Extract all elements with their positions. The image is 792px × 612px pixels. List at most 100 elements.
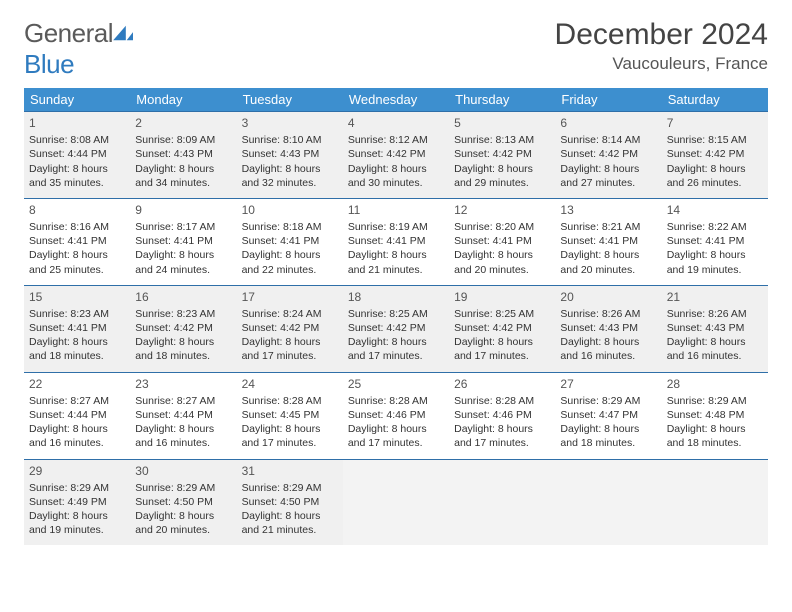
calendar-day-cell: 30Sunrise: 8:29 AMSunset: 4:50 PMDayligh… bbox=[130, 459, 236, 545]
weekday-header: Monday bbox=[130, 88, 236, 112]
logo-triangle-icon bbox=[113, 24, 135, 42]
day-number: 13 bbox=[560, 202, 656, 218]
day-number: 2 bbox=[135, 115, 231, 131]
calendar-day-cell: 5 Sunrise: 8:13 AMSunset: 4:42 PMDaylight… bbox=[449, 112, 555, 199]
sunset-line: Sunset: 4:43 PM bbox=[135, 147, 231, 161]
daylight-line: Daylight: 8 hours and 20 minutes. bbox=[454, 248, 550, 276]
calendar-day-cell: 10Sunrise: 8:18 AMSunset: 4:41 PMDayligh… bbox=[237, 198, 343, 285]
daylight-line: Daylight: 8 hours and 18 minutes. bbox=[560, 422, 656, 450]
daylight-line: Daylight: 8 hours and 25 minutes. bbox=[29, 248, 125, 276]
calendar-day-cell: 6Sunrise: 8:14 AMSunset: 4:42 PMDaylight… bbox=[555, 112, 661, 199]
sunrise-line: Sunrise: 8:29 AM bbox=[242, 481, 338, 495]
day-number: 23 bbox=[135, 376, 231, 392]
sunrise-line: Sunrise: 8:19 AM bbox=[348, 220, 444, 234]
calendar-day-cell: 28Sunrise: 8:29 AMSunset: 4:48 PMDayligh… bbox=[662, 372, 768, 459]
day-number: 12 bbox=[454, 202, 550, 218]
day-number: 3 bbox=[242, 115, 338, 131]
sunrise-line: Sunrise: 8:28 AM bbox=[454, 394, 550, 408]
day-number: 9 bbox=[135, 202, 231, 218]
day-number: 18 bbox=[348, 289, 444, 305]
daylight-line: Daylight: 8 hours and 21 minutes. bbox=[348, 248, 444, 276]
calendar-row: 1Sunrise: 8:08 AMSunset: 4:44 PMDaylight… bbox=[24, 112, 768, 199]
daylight-line: Daylight: 8 hours and 32 minutes. bbox=[242, 162, 338, 190]
calendar-day-cell: 11Sunrise: 8:19 AMSunset: 4:41 PMDayligh… bbox=[343, 198, 449, 285]
weekday-header: Friday bbox=[555, 88, 661, 112]
calendar-day-cell: 25Sunrise: 8:28 AMSunset: 4:46 PMDayligh… bbox=[343, 372, 449, 459]
brand-logo: General Blue bbox=[24, 18, 135, 80]
daylight-line: Daylight: 8 hours and 24 minutes. bbox=[135, 248, 231, 276]
sunrise-line: Sunrise: 8:09 AM bbox=[135, 133, 231, 147]
sunset-line: Sunset: 4:44 PM bbox=[29, 147, 125, 161]
calendar-empty-cell bbox=[449, 459, 555, 545]
calendar-day-cell: 18Sunrise: 8:25 AMSunset: 4:42 PMDayligh… bbox=[343, 285, 449, 372]
daylight-line: Daylight: 8 hours and 19 minutes. bbox=[29, 509, 125, 537]
sunrise-line: Sunrise: 8:28 AM bbox=[242, 394, 338, 408]
sunrise-line: Sunrise: 8:13 AM bbox=[454, 133, 550, 147]
daylight-line: Daylight: 8 hours and 18 minutes. bbox=[135, 335, 231, 363]
calendar-row: 8Sunrise: 8:16 AMSunset: 4:41 PMDaylight… bbox=[24, 198, 768, 285]
sunrise-line: Sunrise: 8:28 AM bbox=[348, 394, 444, 408]
sunrise-line: Sunrise: 8:27 AM bbox=[29, 394, 125, 408]
day-number: 1 bbox=[29, 115, 125, 131]
calendar-day-cell: 27Sunrise: 8:29 AMSunset: 4:47 PMDayligh… bbox=[555, 372, 661, 459]
daylight-line: Daylight: 8 hours and 29 minutes. bbox=[454, 162, 550, 190]
daylight-line: Daylight: 8 hours and 16 minutes. bbox=[135, 422, 231, 450]
day-number: 5 bbox=[454, 115, 550, 131]
sunrise-line: Sunrise: 8:10 AM bbox=[242, 133, 338, 147]
sunset-line: Sunset: 4:45 PM bbox=[242, 408, 338, 422]
day-number: 16 bbox=[135, 289, 231, 305]
calendar-day-cell: 29Sunrise: 8:29 AMSunset: 4:49 PMDayligh… bbox=[24, 459, 130, 545]
day-number: 27 bbox=[560, 376, 656, 392]
calendar-row: 15Sunrise: 8:23 AMSunset: 4:41 PMDayligh… bbox=[24, 285, 768, 372]
daylight-line: Daylight: 8 hours and 20 minutes. bbox=[560, 248, 656, 276]
day-number: 28 bbox=[667, 376, 763, 392]
calendar-day-cell: 12Sunrise: 8:20 AMSunset: 4:41 PMDayligh… bbox=[449, 198, 555, 285]
sunrise-line: Sunrise: 8:25 AM bbox=[348, 307, 444, 321]
sunrise-line: Sunrise: 8:17 AM bbox=[135, 220, 231, 234]
calendar-day-cell: 3 Sunrise: 8:10 AMSunset: 4:43 PMDaylight… bbox=[237, 112, 343, 199]
daylight-line: Daylight: 8 hours and 17 minutes. bbox=[348, 422, 444, 450]
daylight-line: Daylight: 8 hours and 17 minutes. bbox=[454, 335, 550, 363]
sunset-line: Sunset: 4:41 PM bbox=[667, 234, 763, 248]
calendar-day-cell: 14Sunrise: 8:22 AMSunset: 4:41 PMDayligh… bbox=[662, 198, 768, 285]
day-number: 14 bbox=[667, 202, 763, 218]
daylight-line: Daylight: 8 hours and 16 minutes. bbox=[667, 335, 763, 363]
daylight-line: Daylight: 8 hours and 35 minutes. bbox=[29, 162, 125, 190]
calendar-table: SundayMondayTuesdayWednesdayThursdayFrid… bbox=[24, 88, 768, 545]
sunrise-line: Sunrise: 8:26 AM bbox=[667, 307, 763, 321]
sunset-line: Sunset: 4:43 PM bbox=[667, 321, 763, 335]
day-number: 21 bbox=[667, 289, 763, 305]
brand-part2: Blue bbox=[24, 49, 74, 79]
sunset-line: Sunset: 4:41 PM bbox=[29, 234, 125, 248]
calendar-day-cell: 8Sunrise: 8:16 AMSunset: 4:41 PMDaylight… bbox=[24, 198, 130, 285]
sunset-line: Sunset: 4:42 PM bbox=[454, 147, 550, 161]
sunset-line: Sunset: 4:43 PM bbox=[560, 321, 656, 335]
sunset-line: Sunset: 4:44 PM bbox=[135, 408, 231, 422]
calendar-day-cell: 7Sunrise: 8:15 AMSunset: 4:42 PMDaylight… bbox=[662, 112, 768, 199]
calendar-day-cell: 19Sunrise: 8:25 AMSunset: 4:42 PMDayligh… bbox=[449, 285, 555, 372]
day-number: 22 bbox=[29, 376, 125, 392]
sunset-line: Sunset: 4:43 PM bbox=[242, 147, 338, 161]
day-number: 6 bbox=[560, 115, 656, 131]
sunset-line: Sunset: 4:42 PM bbox=[135, 321, 231, 335]
day-number: 31 bbox=[242, 463, 338, 479]
calendar-day-cell: 17Sunrise: 8:24 AMSunset: 4:42 PMDayligh… bbox=[237, 285, 343, 372]
calendar-empty-cell bbox=[555, 459, 661, 545]
location-subtitle: Vaucouleurs, France bbox=[555, 54, 768, 74]
page-title: December 2024 bbox=[555, 18, 768, 52]
sunset-line: Sunset: 4:50 PM bbox=[242, 495, 338, 509]
day-number: 19 bbox=[454, 289, 550, 305]
sunset-line: Sunset: 4:48 PM bbox=[667, 408, 763, 422]
day-number: 17 bbox=[242, 289, 338, 305]
sunset-line: Sunset: 4:41 PM bbox=[242, 234, 338, 248]
day-number: 25 bbox=[348, 376, 444, 392]
sunset-line: Sunset: 4:41 PM bbox=[454, 234, 550, 248]
calendar-body: 1Sunrise: 8:08 AMSunset: 4:44 PMDaylight… bbox=[24, 112, 768, 546]
weekday-header: Saturday bbox=[662, 88, 768, 112]
calendar-day-cell: 1Sunrise: 8:08 AMSunset: 4:44 PMDaylight… bbox=[24, 112, 130, 199]
brand-part1: General bbox=[24, 18, 113, 48]
sunrise-line: Sunrise: 8:29 AM bbox=[135, 481, 231, 495]
sunrise-line: Sunrise: 8:14 AM bbox=[560, 133, 656, 147]
daylight-line: Daylight: 8 hours and 18 minutes. bbox=[29, 335, 125, 363]
sunset-line: Sunset: 4:42 PM bbox=[348, 321, 444, 335]
